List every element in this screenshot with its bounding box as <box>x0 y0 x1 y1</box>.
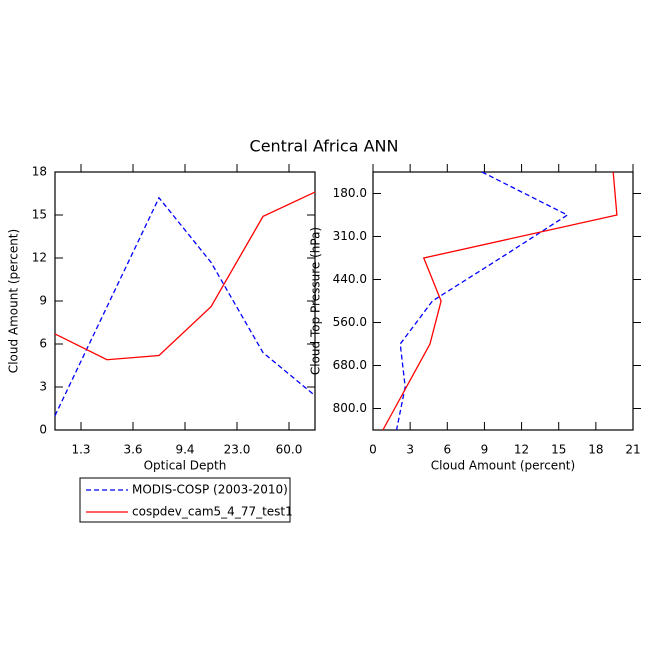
x-tick-label: 6 <box>443 443 451 457</box>
x-axis-label: Cloud Amount (percent) <box>431 459 575 473</box>
y-axis-label: Cloud Top Pressure (hPa) <box>309 227 323 375</box>
title: Central Africa ANN <box>250 137 399 156</box>
x-tick-label: 15 <box>551 443 566 457</box>
legend-frame <box>79 477 291 523</box>
y-tick-label: 12 <box>32 251 47 265</box>
y-tick-label: 560.0 <box>333 315 367 329</box>
plot-frame <box>372 171 634 431</box>
y-tick-label: 9 <box>39 294 47 308</box>
series-line <box>395 171 569 431</box>
x-tick-label: 12 <box>514 443 529 457</box>
legend-label: MODIS-COSP (2003-2010) <box>132 483 288 497</box>
y-axis-label: Cloud Amount (percent) <box>7 229 21 373</box>
y-tick-label: 3 <box>39 380 47 394</box>
x-tick-label: 0 <box>369 443 377 457</box>
y-tick-label: 15 <box>32 208 47 222</box>
x-tick-label: 9.4 <box>175 443 194 457</box>
y-tick-label: 800.0 <box>333 401 367 415</box>
series-line <box>54 196 316 416</box>
x-tick-label: 18 <box>588 443 603 457</box>
y-tick-label: 680.0 <box>333 358 367 372</box>
y-tick-label: 18 <box>32 165 47 179</box>
x-axis-label: Optical Depth <box>144 459 227 473</box>
x-tick-label: 9 <box>481 443 489 457</box>
series-line <box>54 191 316 361</box>
x-tick-label: 21 <box>625 443 640 457</box>
x-tick-label: 3.6 <box>123 443 142 457</box>
x-tick-label: 1.3 <box>71 443 90 457</box>
y-tick-label: 440.0 <box>333 272 367 286</box>
x-tick-label: 23.0 <box>224 443 251 457</box>
series-line <box>382 171 618 431</box>
y-tick-label: 0 <box>39 423 47 437</box>
legend-label: cospdev_cam5_4_77_test1 <box>132 505 293 519</box>
y-tick-label: 180.0 <box>333 186 367 200</box>
y-tick-label: 310.0 <box>333 229 367 243</box>
y-tick-label: 6 <box>39 337 47 351</box>
x-tick-label: 3 <box>406 443 414 457</box>
x-tick-label: 60.0 <box>276 443 303 457</box>
